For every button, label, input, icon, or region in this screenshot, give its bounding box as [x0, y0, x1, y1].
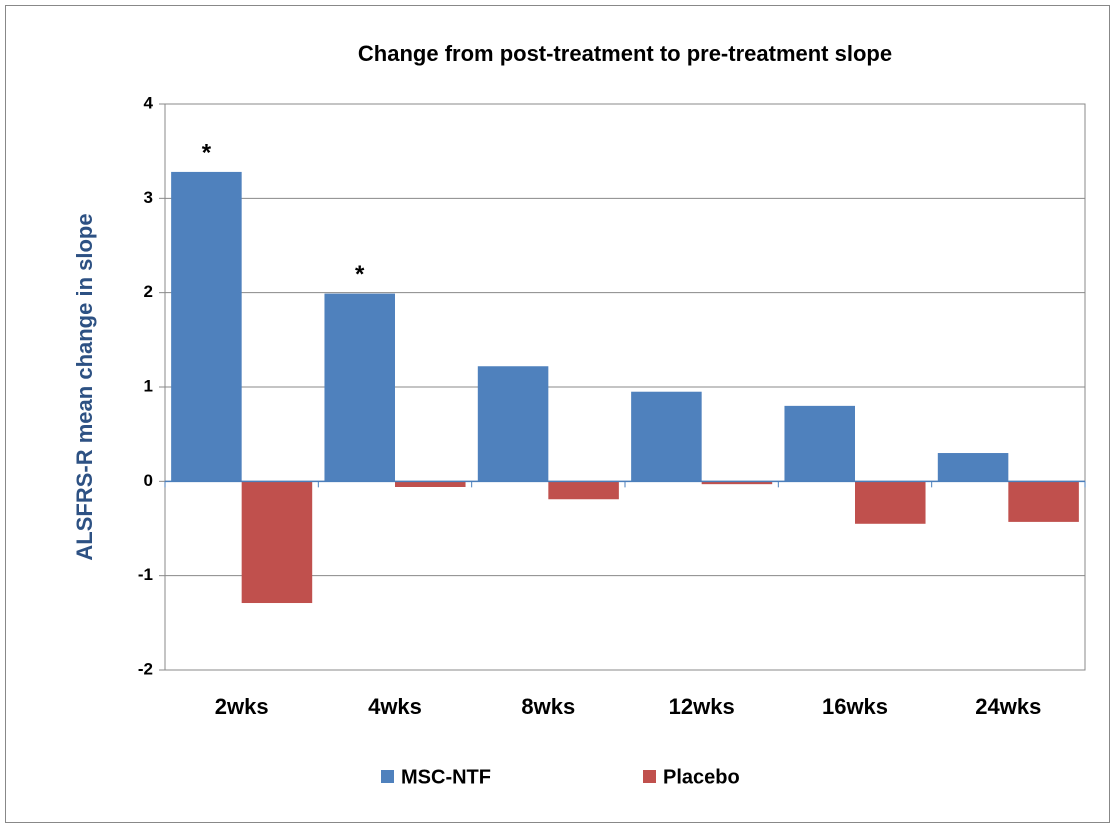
bar	[1008, 481, 1079, 522]
bar	[548, 481, 619, 500]
bar	[241, 481, 313, 604]
chart-title: Change from post-treatment to pre-treatm…	[358, 41, 892, 66]
bar	[324, 293, 395, 482]
bar	[855, 481, 926, 524]
y-tick-label: 3	[144, 188, 153, 207]
y-tick-label: 4	[144, 93, 154, 112]
y-tick-label: 2	[144, 282, 153, 301]
annotation: *	[355, 261, 365, 288]
y-tick-label: -2	[138, 659, 153, 678]
bar	[395, 481, 466, 487]
legend-swatch	[381, 770, 394, 783]
annotation: *	[202, 139, 212, 166]
legend-label: MSC-NTF	[401, 766, 491, 788]
legend-swatch	[643, 770, 656, 783]
y-tick-label: -1	[138, 565, 153, 584]
bar	[631, 391, 702, 482]
x-tick-label: 8wks	[521, 694, 575, 719]
bar	[784, 405, 855, 482]
bar	[701, 481, 773, 485]
bar	[477, 366, 549, 482]
bar	[937, 453, 1009, 482]
x-tick-label: 12wks	[669, 694, 735, 719]
y-axis-label: ALSFRS-R mean change in slope	[72, 213, 97, 560]
x-tick-label: 24wks	[975, 694, 1041, 719]
y-tick-label: 0	[144, 471, 153, 490]
y-tick-label: 1	[144, 376, 153, 395]
x-tick-label: 16wks	[822, 694, 888, 719]
legend-label: Placebo	[663, 766, 740, 788]
x-tick-label: 2wks	[215, 694, 269, 719]
x-tick-label: 4wks	[368, 694, 422, 719]
bar	[171, 171, 242, 482]
